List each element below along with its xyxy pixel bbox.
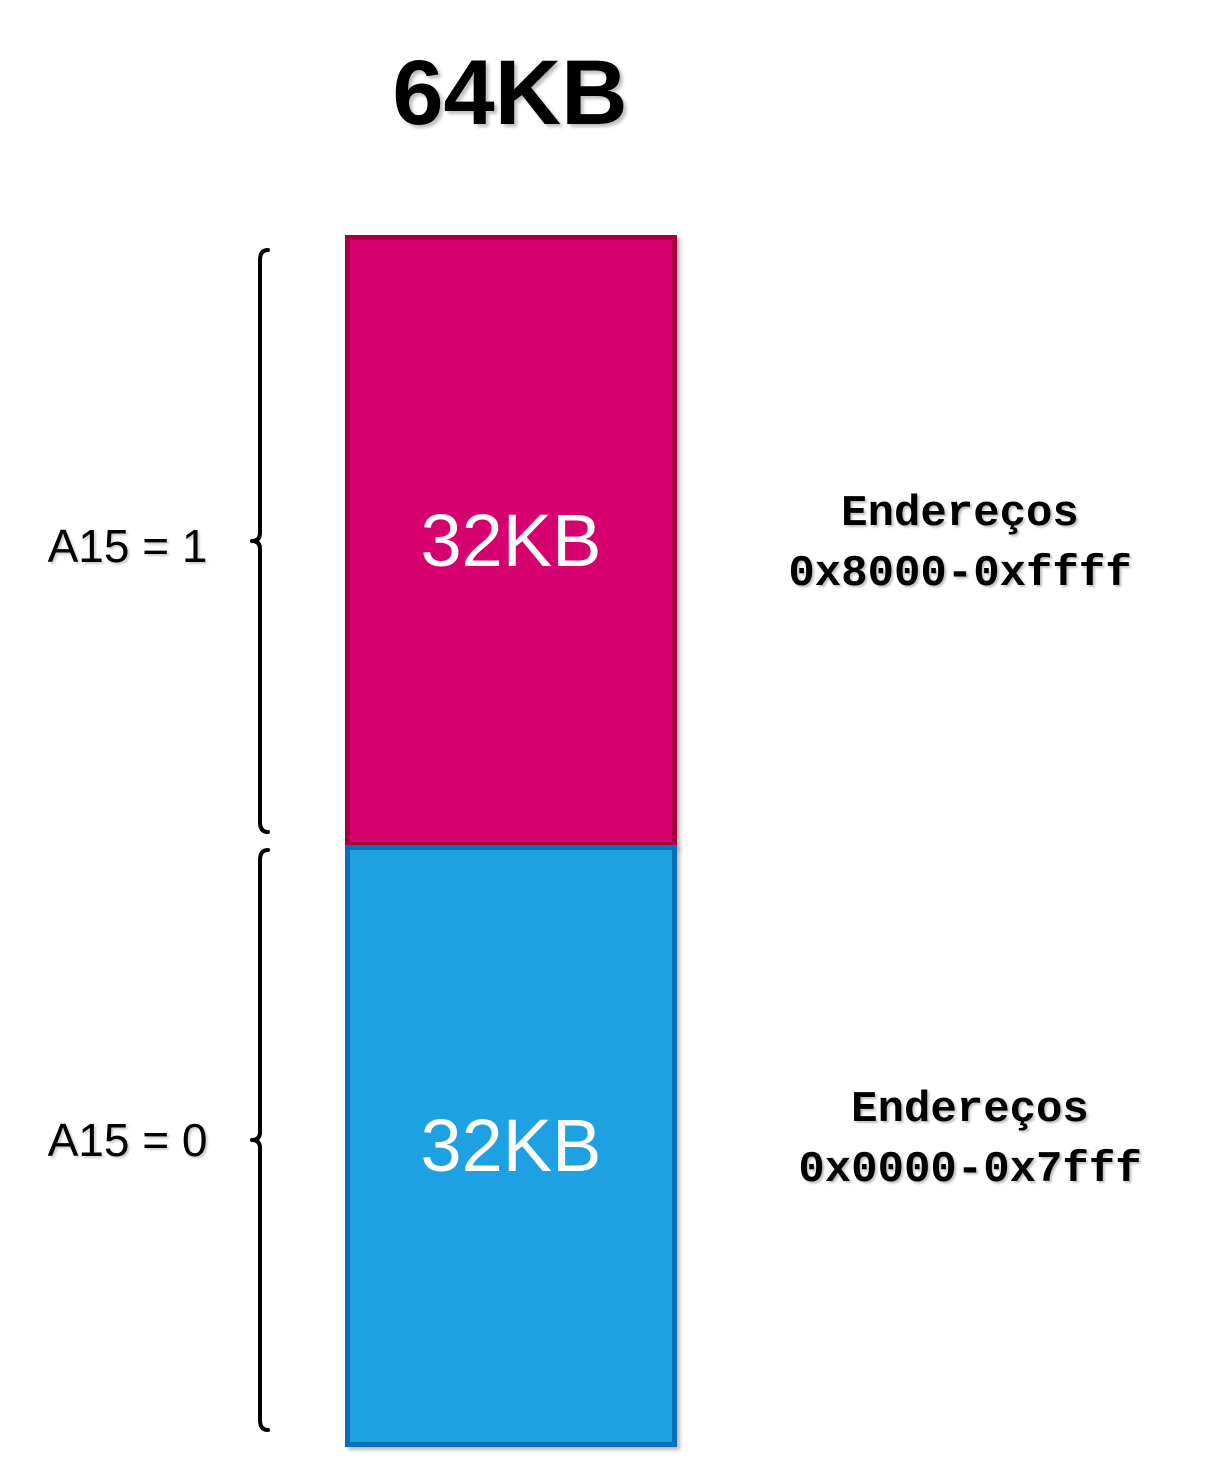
lower-block-size-label: 32KB [420,1104,602,1187]
lower-curly-brace-icon [250,848,270,1432]
upper-condition-label: A15 = 1 [47,520,208,572]
lower-address-range: 0x0000-0x7fff [798,1145,1142,1195]
lower-address-annotation: Endereços 0x0000-0x7fff [750,1080,1190,1200]
upper-address-annotation: Endereços 0x8000-0xffff [740,484,1180,604]
upper-block-size-label: 32KB [420,499,602,582]
upper-curly-brace-icon [250,248,270,834]
memory-block-lower: 32KB [345,845,677,1447]
lower-address-caption: Endereços [851,1085,1089,1135]
lower-condition-label: A15 = 0 [47,1114,208,1166]
memory-block-upper: 32KB [345,235,677,847]
memory-size-title: 64KB [392,42,628,144]
upper-address-caption: Endereços [841,489,1079,539]
upper-address-range: 0x8000-0xffff [788,549,1132,599]
